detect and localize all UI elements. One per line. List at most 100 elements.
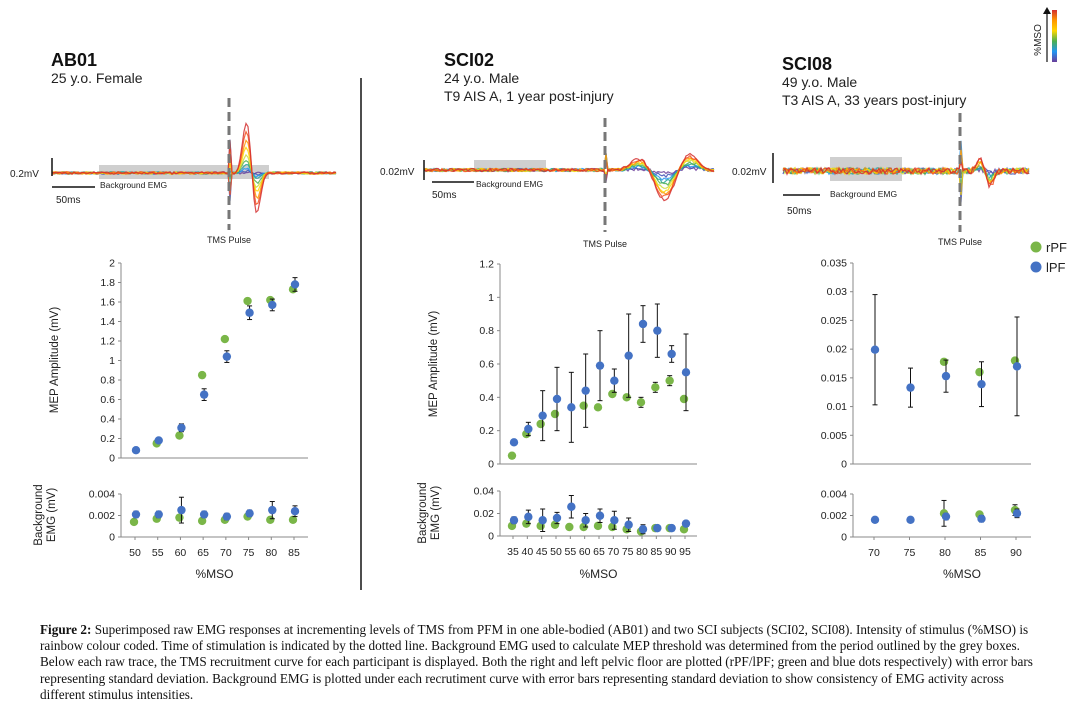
chart-sci08-recruitment: 0 0.005 0.01 0.015 0.02 0.025 0.03 0.035 [821,258,1031,471]
data-point-lpf [222,512,232,521]
caption-text: Superimposed raw EMG responses at increm… [40,622,1033,702]
emg-traces: 0.2mV 50ms Background EMG TMS Pulse 0.02mV 50… [10,98,1030,249]
data-point-lpf [581,516,590,525]
data-point-lpf [1012,362,1022,371]
data-point-lpf [222,352,232,361]
data-point-rpf [220,334,230,344]
y-tick-label: 0.005 [821,430,847,442]
y-tick-label: 0.02 [827,344,848,356]
data-point-lpf [509,516,519,525]
y-axis-label: MEP Amplitude (mV) [49,307,61,414]
data-point-lpf [199,510,209,519]
data-point-lpf [567,403,576,412]
data-point-rpf [593,521,603,531]
data-point-rpf [608,389,617,399]
y-tick-label: 0.002 [821,510,847,522]
data-point-lpf [154,510,163,519]
tms-pulse-label: TMS Pulse [938,237,982,247]
data-point-lpf [667,349,676,359]
x-tick-label: 80 [265,547,277,559]
subject-title-sci02: SCI02 [444,50,495,70]
y-tick-label: 0.01 [827,401,848,413]
chart-sci02-background: 0 0.02 0.04 35 40 45 50 55 60 65 70 75 80 85 90 95 %MSO B… [417,482,697,581]
subject-title-ab01: AB01 [51,50,98,70]
data-point-lpf [667,523,676,533]
x-tick-label: 75 [243,547,255,559]
x-tick-label: 85 [975,547,987,559]
data-point-lpf [154,436,163,445]
data-point-rpf [565,522,574,532]
data-point-rpf [536,419,545,429]
subject-injury-sci08: T3 AIS A, 33 years post-injury [782,92,967,108]
data-point-lpf [638,319,648,329]
data-point-lpf [624,520,633,529]
y-axis-label: Background [33,484,45,545]
y-tick-label: 0 [488,531,494,543]
data-point-lpf [290,280,300,289]
data-point-rpf [579,401,588,410]
y-tick-label: 1.8 [100,277,115,289]
x-tick-label: 65 [593,546,605,558]
y-tick-label: 0.6 [100,394,115,406]
data-point-rpf [175,513,184,522]
x-tick-label: 60 [175,547,187,559]
data-point-lpf [977,379,986,389]
chart-sci08-background: 0 0.002 0.004 70 75 80 85 90 %MSO [821,489,1031,581]
data-point-lpf [638,525,648,534]
legend-marker-lpf [1030,261,1042,273]
x-tick-label: 90 [665,546,677,558]
y-tick-label: 0.8 [100,375,115,387]
emg-trace-line [423,159,715,189]
data-point-lpf [653,523,662,533]
data-point-lpf [595,361,605,370]
subject-title-sci08: SCI08 [782,54,833,74]
legend-marker-rpf [1030,241,1042,253]
amplitude-scale-label: 0.2mV [10,169,39,180]
data-point-lpf [177,505,186,515]
data-point-rpf [550,409,560,419]
x-tick-label: 85 [288,547,300,559]
y-tick-label: 1 [488,292,494,304]
data-point-lpf [177,423,186,432]
data-point-lpf [509,438,519,447]
y-tick-label: 1.6 [100,297,115,309]
data-point-rpf [197,516,207,526]
raw-emg-trace-1: 0.02mV 50ms Background EMG TMS Pulse [380,118,715,249]
x-tick-label: 40 [521,546,533,558]
y-tick-label: 1 [109,355,115,367]
data-point-lpf [538,516,547,525]
emg-trace-line [423,154,715,198]
subject-info-sci02: 24 y.o. Male [444,70,520,86]
x-tick-label: 95 [679,546,691,558]
caption-label: Figure 2: [40,622,92,637]
chart-ab01-recruitment: 0 0.2 0.4 0.6 0.8 1 1.2 1.4 1.6 1.8 2 MEP Amplitude… [49,258,308,465]
data-point-lpf [610,516,619,525]
y-tick-label: 1.2 [479,259,494,271]
amplitude-scale-label: 0.02mV [732,167,767,178]
legend-label-rpf: rPF [1046,240,1067,255]
data-point-lpf [870,345,880,354]
data-point-lpf [977,514,986,523]
emg-trace-line [423,158,714,193]
x-tick-label: 80 [939,547,951,559]
data-point-lpf [653,326,662,335]
y-tick-label: 0.02 [474,508,495,520]
colorbar-label: %MSO [1033,24,1044,56]
emg-trace-line [423,152,715,202]
tms-pulse-label: TMS Pulse [207,235,251,245]
data-point-rpf [129,517,139,527]
time-scale-label: 50ms [56,195,80,206]
data-point-rpf [975,367,984,377]
y-axis-label: EMG (mV) [46,488,58,542]
y-axis-label: EMG (mV) [430,486,442,540]
data-point-lpf [941,512,951,521]
data-point-rpf [679,394,689,404]
x-tick-label: 70 [607,546,619,558]
y-tick-label: 0.2 [100,433,115,445]
x-tick-label: 75 [904,547,916,559]
data-point-lpf [906,383,915,392]
data-point-lpf [131,510,141,519]
data-point-rpf [939,357,949,366]
subject-info-ab01: 25 y.o. Female [51,70,143,86]
y-tick-label: 0.015 [821,372,847,384]
